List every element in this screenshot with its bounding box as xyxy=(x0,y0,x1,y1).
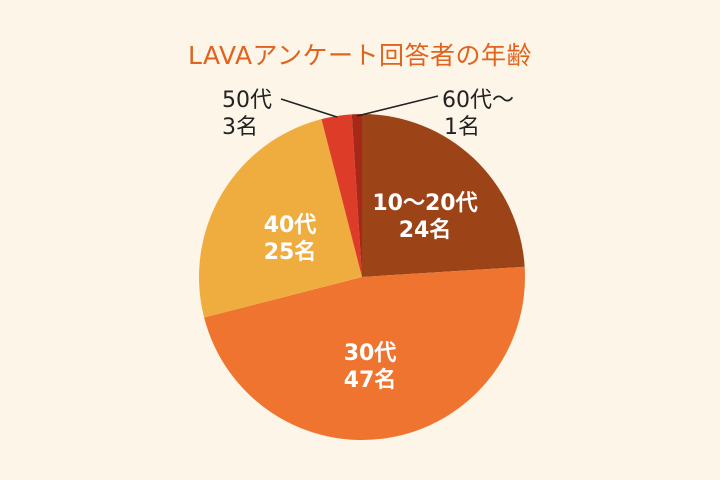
leader-line-50s xyxy=(280,98,338,118)
slice-count: 3名 xyxy=(222,115,258,140)
pie-slice xyxy=(204,266,525,440)
pie-slice xyxy=(321,114,362,277)
slice-label-60s: 60代〜 1名 xyxy=(442,87,542,141)
slice-count: 47名 xyxy=(343,368,397,393)
slice-count: 1名 xyxy=(444,115,480,140)
slice-name: 30代 xyxy=(343,341,397,366)
slice-name: 50代 xyxy=(222,88,272,113)
leader-line-60s xyxy=(356,95,439,117)
slice-label-10-20s: 10〜20代 24名 xyxy=(355,190,495,244)
slice-name: 40代 xyxy=(263,213,317,238)
pie-slice xyxy=(351,114,362,277)
slice-label-30s: 30代 47名 xyxy=(320,340,420,394)
pie-slice xyxy=(362,114,525,277)
slice-count: 25名 xyxy=(263,240,317,265)
slice-name: 10〜20代 xyxy=(372,191,478,216)
slice-label-50s: 50代 3名 xyxy=(222,87,302,141)
slice-count: 24名 xyxy=(398,218,452,243)
pie-slice xyxy=(199,119,362,318)
chart-title: LAVAアンケート回答者の年齢 xyxy=(187,41,533,70)
slice-name: 60代〜 xyxy=(442,88,514,113)
slice-label-40s: 40代 25名 xyxy=(240,212,340,266)
pie-slices xyxy=(199,114,525,440)
